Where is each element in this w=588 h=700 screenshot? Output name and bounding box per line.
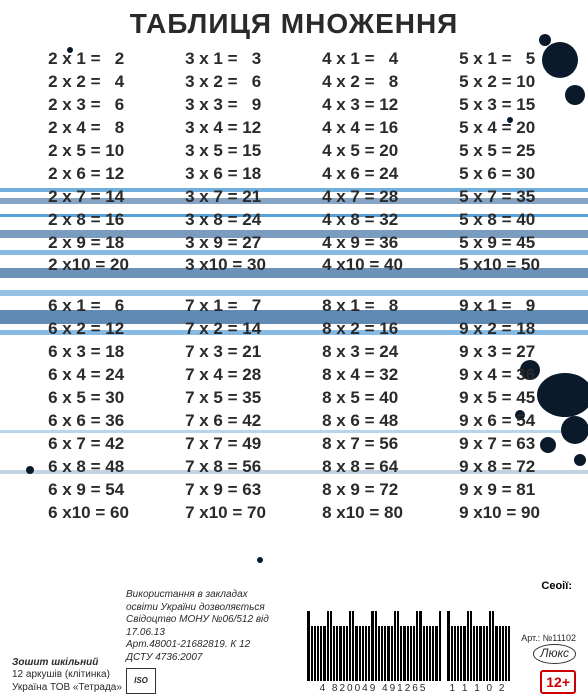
- mult-table-top: 2 x 1 = 2 2 x 2 = 4 2 x 3 = 6 2 x 4 = 8 …: [0, 40, 588, 277]
- barcode1-number: 4 820049 491265: [320, 683, 428, 694]
- footer: Зошит шкільний 12 аркушів (клітинка) Укр…: [0, 589, 588, 694]
- col-4: 4 x 1 = 4 4 x 2 = 8 4 x 3 = 12 4 x 4 = 1…: [322, 48, 403, 277]
- page-title: ТАБЛИЦЯ МНОЖЕННЯ: [0, 0, 588, 40]
- product-spec: 12 аркушів (клітинка): [12, 669, 126, 682]
- footer-mid: Використання в закладах освіти України д…: [126, 589, 307, 694]
- lux-logo-icon: Люкс: [533, 644, 576, 664]
- iso-badge-icon: ISO: [126, 668, 156, 694]
- dstu: ДСТУ 4736:2007: [126, 652, 307, 665]
- col-7: 7 x 1 = 7 7 x 2 = 14 7 x 3 = 21 7 x 4 = …: [185, 295, 266, 524]
- barcode-area: 4 820049 491265 1 1 1 0 2: [307, 611, 510, 694]
- cert: Свідоцтво МОНУ №06/512 від 17.06.13: [126, 614, 307, 639]
- usage-l1: Використання в закладах: [126, 589, 307, 602]
- barcode2-number: 1 1 1 0 2: [450, 683, 507, 694]
- manufacturer: Україна ТОВ «Тетрада»: [12, 682, 126, 695]
- footer-right: Арт.: №11102 Люкс 12+: [510, 633, 577, 694]
- mult-table-bottom: 6 x 1 = 6 6 x 2 = 12 6 x 3 = 18 6 x 4 = …: [0, 277, 588, 524]
- col-2: 2 x 1 = 2 2 x 2 = 4 2 x 3 = 6 2 x 4 = 8 …: [48, 48, 129, 277]
- art-number: Арт.: №11102: [510, 633, 577, 645]
- col-9: 9 x 1 = 9 9 x 2 = 18 9 x 3 = 27 9 x 4 = …: [459, 295, 540, 524]
- col-6: 6 x 1 = 6 6 x 2 = 12 6 x 3 = 18 6 x 4 = …: [48, 295, 129, 524]
- col-5: 5 x 1 = 5 5 x 2 = 10 5 x 3 = 15 5 x 4 = …: [459, 48, 540, 277]
- barcode-short: 1 1 1 0 2: [447, 611, 510, 694]
- art-code: Арт.48001-21682819. К 12: [126, 639, 307, 652]
- product-name: Зошит шкільний: [12, 657, 126, 670]
- col-3: 3 x 1 = 3 3 x 2 = 6 3 x 3 = 9 3 x 4 = 12…: [185, 48, 266, 277]
- footer-left: Зошит шкільний 12 аркушів (клітинка) Укр…: [12, 657, 126, 695]
- barcode-ean13: 4 820049 491265: [307, 611, 441, 694]
- age-badge: 12+: [540, 670, 576, 694]
- col-8: 8 x 1 = 8 8 x 2 = 16 8 x 3 = 24 8 x 4 = …: [322, 295, 403, 524]
- usage-l2: освіти України дозволяється: [126, 602, 307, 615]
